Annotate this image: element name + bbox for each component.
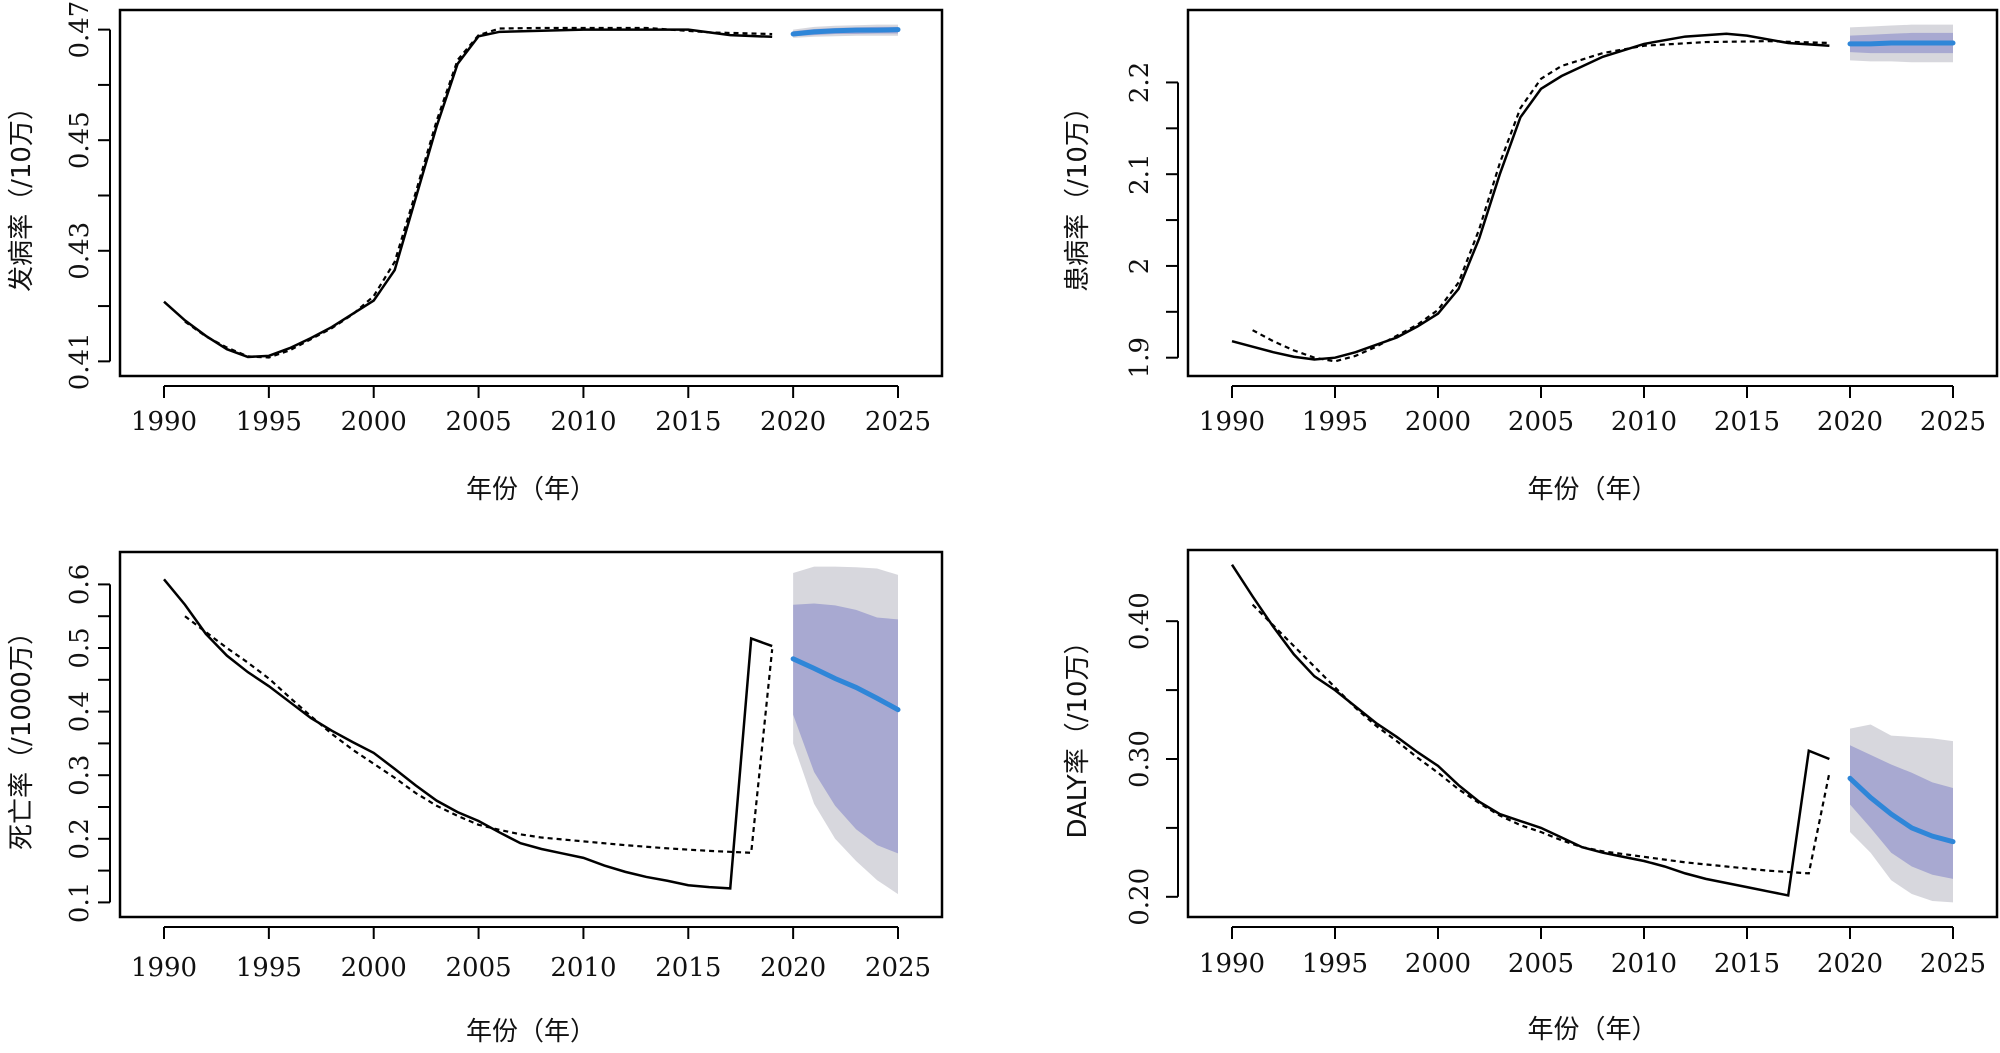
panel-prevalence: 1990 1995 2000 2005 2010 2015 2020 2025 1.9 2 2.1 2… — [1063, 8, 1999, 505]
x-tick-label: 2025 — [865, 953, 931, 983]
fitted-series-line — [1252, 40, 1830, 363]
y-tick-label: 0.6 — [65, 564, 95, 605]
x-tick-label: 1995 — [1302, 407, 1368, 437]
y-tick-label: 1.9 — [1125, 337, 1155, 378]
x-tick-label: 2020 — [760, 953, 826, 983]
prediction-mean-line — [790, 656, 901, 713]
y-tick-label: 0.3 — [65, 755, 95, 796]
x-tick-label: 2000 — [1405, 407, 1471, 437]
y-axis-label: 发病率（/10万） — [7, 94, 37, 292]
x-tick-label: 1995 — [236, 953, 302, 983]
x-tick-label: 1990 — [1199, 949, 1265, 979]
x-axis-label: 年份（年） — [1527, 1015, 1657, 1045]
x-tick-label: 2005 — [445, 953, 511, 983]
x-axis-label: 年份（年） — [1527, 475, 1657, 505]
prediction-interval-80 — [1850, 745, 1953, 879]
y-tick-label: 0.41 — [65, 332, 95, 390]
x-tick-label: 2000 — [341, 953, 407, 983]
observed-series-line — [163, 578, 773, 890]
y-tick-label: 0.1 — [65, 882, 95, 923]
x-tick-label: 2025 — [1920, 407, 1986, 437]
x-tick-label: 2010 — [1611, 949, 1677, 979]
x-tick-label: 2020 — [760, 407, 826, 437]
plot-frame — [1186, 8, 1999, 378]
y-tick-label: 0.20 — [1125, 868, 1155, 926]
x-tick-label: 1990 — [1199, 407, 1265, 437]
y-tick-label: 0.4 — [65, 691, 95, 732]
x-tick-label: 2005 — [445, 407, 511, 437]
y-tick-label: 0.5 — [65, 627, 95, 668]
x-tick-label: 2015 — [655, 407, 721, 437]
panel-daly: 1990 1995 2000 2005 2010 2015 2020 2025 0.20 0.30… — [1063, 548, 1999, 1045]
x-tick-label: 2015 — [1714, 407, 1780, 437]
prediction-mean-line — [790, 27, 901, 37]
x-tick-label: 2005 — [1508, 407, 1574, 437]
fitted-series-line — [1251, 603, 1831, 875]
y-axis-label: DALY率（/10万） — [1063, 628, 1093, 838]
x-tick-label: 2000 — [1405, 949, 1471, 979]
y-tick-label: 2 — [1125, 258, 1155, 275]
x-axis-label: 年份（年） — [466, 1017, 596, 1047]
x-tick-label: 2025 — [865, 407, 931, 437]
y-tick-label: 0.40 — [1125, 592, 1155, 650]
x-tick-label: 1995 — [236, 407, 302, 437]
y-axis-label: 患病率（/10万） — [1063, 94, 1093, 292]
x-tick-label: 2020 — [1817, 949, 1883, 979]
y-tick-label: 0.47 — [65, 1, 95, 59]
plot-frame — [118, 550, 944, 919]
plot-frame — [1186, 548, 1999, 919]
observed-series-line — [1230, 563, 1830, 897]
prediction-mean-line — [1847, 40, 1956, 47]
y-axis-label: 死亡率（/1000万） — [7, 619, 37, 850]
observed-series-line — [163, 28, 773, 359]
x-tick-label: 2010 — [1611, 407, 1677, 437]
x-tick-label: 1995 — [1302, 949, 1368, 979]
fitted-series-line — [184, 615, 774, 854]
x-tick-label: 1990 — [131, 953, 197, 983]
fitted-series-line — [184, 26, 773, 359]
x-tick-label: 2010 — [550, 953, 616, 983]
observed-series-line — [1231, 32, 1830, 361]
x-tick-label: 2015 — [1714, 949, 1780, 979]
prediction-mean-line — [1847, 775, 1956, 845]
panel-mortality: 1990 1995 2000 2005 2010 2015 2020 2025 0.1 0.2 0.… — [7, 550, 944, 1047]
y-tick-label: 2.1 — [1125, 154, 1155, 195]
x-tick-label: 2010 — [550, 407, 616, 437]
y-tick-label: 0.45 — [65, 111, 95, 169]
x-axis-label: 年份（年） — [466, 475, 596, 505]
x-tick-label: 2015 — [655, 953, 721, 983]
x-tick-label: 2025 — [1920, 949, 1986, 979]
y-tick-label: 2.2 — [1125, 62, 1155, 103]
y-tick-label: 0.2 — [65, 818, 95, 859]
panel-incidence: 1990 1995 2000 2005 2010 2015 2020 2025 0.41 0.43… — [7, 1, 944, 505]
y-tick-label: 0.30 — [1125, 730, 1155, 788]
x-tick-label: 2005 — [1508, 949, 1574, 979]
prediction-interval-80 — [793, 603, 898, 854]
x-tick-label: 2000 — [341, 407, 407, 437]
y-tick-label: 0.43 — [65, 222, 95, 280]
x-tick-label: 2020 — [1817, 407, 1883, 437]
plot-frame — [118, 8, 944, 378]
x-tick-label: 1990 — [131, 407, 197, 437]
